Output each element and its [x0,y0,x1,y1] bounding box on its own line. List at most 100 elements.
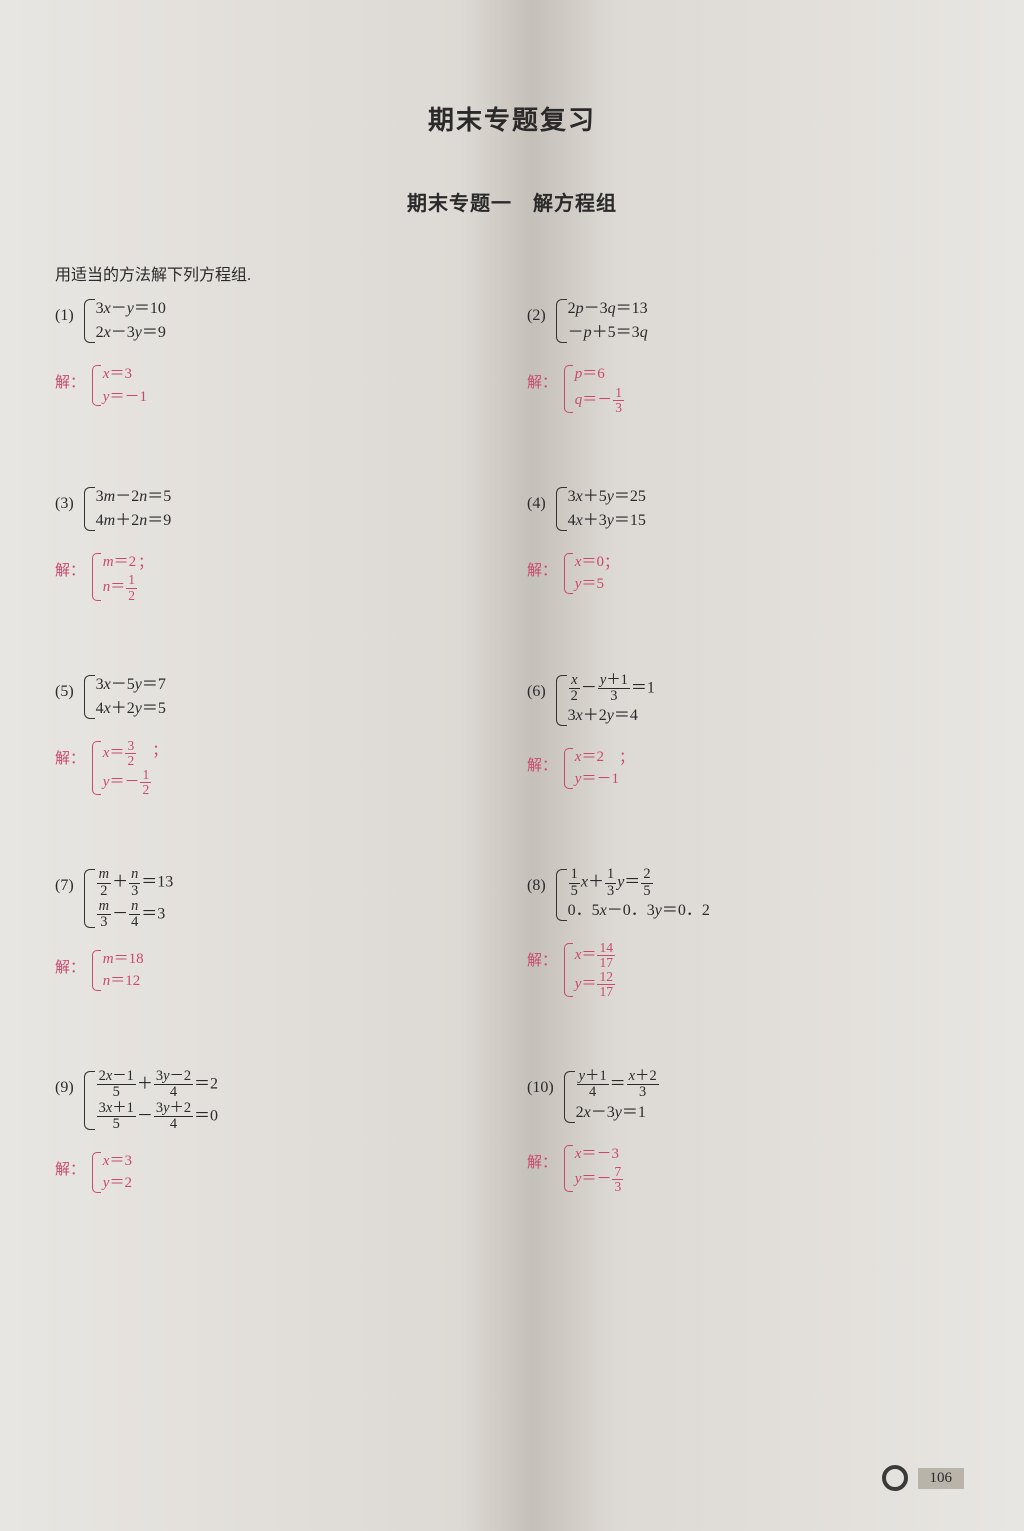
answer-block: 解： x＝3 y＝2 [55,1150,497,1195]
equation-system: 3x－y＝10 2x－3y＝9 [82,297,166,345]
answer-prefix: 解： [55,371,85,392]
equation-line: 3x－5y＝7 [96,673,166,697]
answer-block: 解： x＝－3 y＝－73 [527,1143,969,1195]
equation-line: y＋14＝x＋23 [576,1069,660,1100]
answer-system: x＝1417 y＝1217 [563,941,616,1000]
answer-line: x＝0 [575,551,604,574]
answer-line: x＝1417 [575,941,616,970]
problem-label: (6) [527,683,546,701]
answer-system: m＝18 n＝12 [91,948,144,993]
answer-line: x＝32 [103,739,152,768]
equation-line: x2－y＋13＝1 [568,673,655,704]
equation-line: 15x＋13y＝25 [568,867,710,898]
equation-system: 3m－2n＝5 4m＋2n＝9 [82,485,172,533]
equation-line: 2p－3q＝13 [568,297,648,321]
equation-system: 15x＋13y＝25 0．5x－0．3y＝0．2 [554,867,710,922]
answer-block: 解： x＝1417 y＝1217 [527,941,969,1000]
answer-system: x＝3 y＝－1 [91,363,147,408]
answer-block: 解： m＝18 n＝12 [55,948,497,993]
equation-system: x2－y＋13＝1 3x＋2y＝4 [554,673,655,728]
answer-system: x＝3 y＝2 [91,1150,132,1195]
problems-grid: (1) 3x－y＝10 2x－3y＝9 解： x＝3 y＝－1 (2) 2p－3… [55,297,969,1195]
answer-trail: ； [619,750,634,766]
equation-line: 2x－15＋3y－24＝2 [96,1069,218,1100]
answer-line: n＝12 [103,573,138,602]
answer-prefix: 解： [527,1151,557,1172]
problem-8: (8) 15x＋13y＝25 0．5x－0．3y＝0．2 解： x＝1417 y… [527,867,969,999]
problem-label: (7) [55,877,74,895]
problem-9: (9) 2x－15＋3y－24＝2 3x＋15－3y＋24＝0 解： x＝3 y… [55,1069,497,1195]
equation-line: 4x＋3y＝15 [568,509,646,533]
answer-block: 解： x＝0 y＝5 ； [527,551,969,596]
answer-line: m＝2 [103,551,138,574]
equation-system: 2p－3q＝13 －p＋5＝3q [554,297,648,345]
equation-system: 2x－15＋3y－24＝2 3x＋15－3y＋24＝0 [82,1069,218,1132]
answer-line: y＝5 [575,573,604,596]
answer-prefix: 解： [55,956,85,977]
equation-line: 2x－3y＝9 [96,321,166,345]
answer-line: p＝6 [575,363,625,386]
equation-line: 3x－y＝10 [96,297,166,321]
answer-trail: ； [138,555,153,571]
problem-label: (5) [55,683,74,701]
page-number-text: 106 [918,1468,965,1489]
answer-prefix: 解： [55,747,85,768]
problem-label: (4) [527,495,546,513]
answer-prefix: 解： [55,1158,85,1179]
answer-block: 解： x＝32 y＝－12 ； [55,739,497,798]
equation-system: 3x－5y＝7 4x＋2y＝5 [82,673,166,721]
problem-10: (10) y＋14＝x＋23 2x－3y＝1 解： x＝－3 y＝－73 [527,1069,969,1195]
equation-line: 2x－3y＝1 [576,1101,660,1125]
answer-line: q＝－13 [575,386,625,415]
answer-line: y＝－12 [103,768,152,797]
answer-system: x＝2 y＝－1 [563,746,619,791]
answer-prefix: 解： [55,559,85,580]
answer-line: x＝3 [103,1150,132,1173]
equation-system: m2＋n3＝13 m3－n4＝3 [82,867,174,930]
problem-label: (9) [55,1079,74,1097]
problem-label: (2) [527,307,546,325]
equation-line: －p＋5＝3q [568,321,648,345]
instruction-text: 用适当的方法解下列方程组. [55,261,969,285]
problem-label: (3) [55,495,74,513]
answer-system: m＝2 n＝12 [91,551,138,603]
answer-line: m＝18 [103,948,144,971]
answer-block: 解： x＝2 y＝－1 ； [527,746,969,791]
answer-line: y＝－73 [575,1165,624,1194]
answer-line: n＝12 [103,970,144,993]
answer-line: x＝3 [103,363,147,386]
answer-line: x＝2 [575,746,619,769]
sub-title: 期末专题一 解方程组 [55,187,969,216]
equation-line: 3m－2n＝5 [96,485,172,509]
equation-line: 4m＋2n＝9 [96,509,172,533]
problem-6: (6) x2－y＋13＝1 3x＋2y＝4 解： x＝2 y＝－1 ； [527,673,969,798]
answer-system: p＝6 q＝－13 [563,363,625,415]
page-root: 期末专题复习 期末专题一 解方程组 用适当的方法解下列方程组. (1) 3x－y… [0,0,1024,1531]
equation-line: 4x＋2y＝5 [96,697,166,721]
answer-prefix: 解： [527,949,557,970]
problem-label: (10) [527,1079,554,1097]
equation-line: m3－n4＝3 [96,899,174,930]
problem-1: (1) 3x－y＝10 2x－3y＝9 解： x＝3 y＝－1 [55,297,497,415]
answer-prefix: 解： [527,754,557,775]
answer-system: x＝0 y＝5 [563,551,604,596]
answer-trail: ； [152,743,167,759]
problem-label: (8) [527,877,546,895]
equation-line: 0．5x－0．3y＝0．2 [568,899,710,923]
answer-trail: ； [604,555,619,571]
answer-line: y＝1217 [575,970,616,999]
answer-line: y＝－1 [103,386,147,409]
page-circle-icon [882,1465,908,1491]
answer-block: 解： m＝2 n＝12 ； [55,551,497,603]
main-title: 期末专题复习 [55,100,969,137]
problem-label: (1) [55,307,74,325]
problem-7: (7) m2＋n3＝13 m3－n4＝3 解： m＝18 n＝12 [55,867,497,999]
equation-line: 3x＋15－3y＋24＝0 [96,1101,218,1132]
answer-block: 解： p＝6 q＝－13 [527,363,969,415]
equation-line: 3x＋2y＝4 [568,704,655,728]
answer-line: y＝－1 [575,768,619,791]
equation-system: y＋14＝x＋23 2x－3y＝1 [562,1069,660,1124]
equation-system: 3x＋5y＝25 4x＋3y＝15 [554,485,646,533]
answer-line: y＝2 [103,1172,132,1195]
problem-2: (2) 2p－3q＝13 －p＋5＝3q 解： p＝6 q＝－13 [527,297,969,415]
